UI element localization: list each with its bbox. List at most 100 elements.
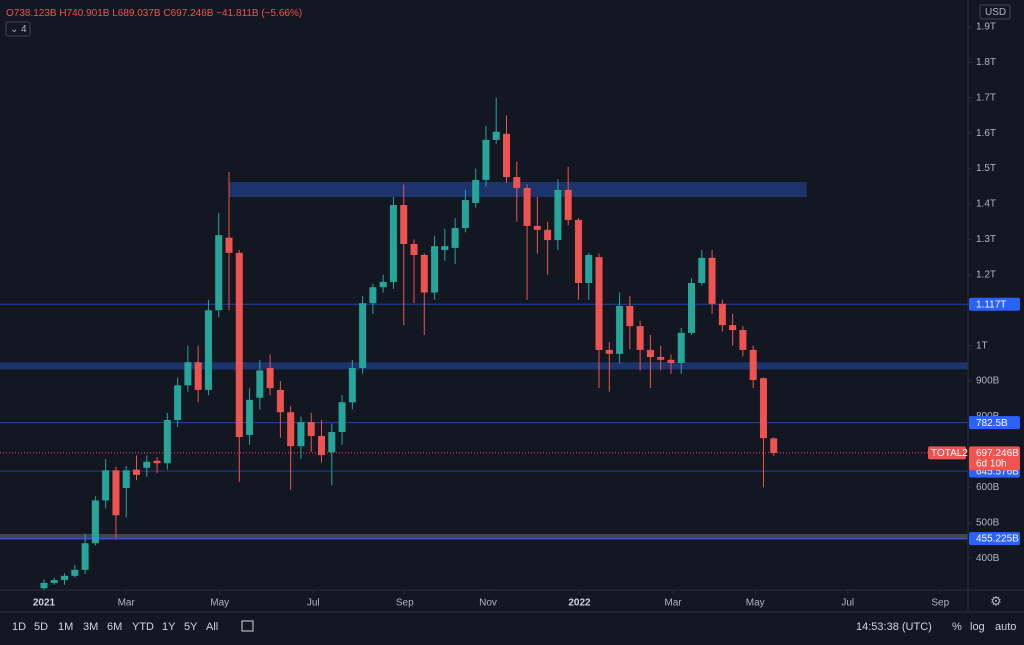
candle-body [389, 205, 397, 282]
toolbar: 1D 5D 1M 3M 6M YTD 1Y 5Y All 14:53:38 (U… [12, 620, 1016, 633]
range-button[interactable]: 1D [12, 621, 26, 633]
candle-body [513, 177, 521, 189]
range-button[interactable]: 1Y [162, 621, 176, 633]
candle-body [657, 356, 665, 360]
level-label: 645.576B [976, 466, 1019, 477]
plot-area [0, 97, 968, 590]
candle-body [667, 359, 675, 363]
range-button[interactable]: 6M [107, 621, 122, 633]
range-button[interactable]: All [206, 621, 218, 633]
candle-body [81, 543, 89, 570]
candle-body [204, 310, 212, 390]
date-range-icon[interactable] [241, 620, 254, 632]
candle-body [574, 219, 582, 283]
candle-body [708, 257, 716, 304]
candle-body [554, 189, 562, 241]
candle-body [616, 305, 624, 354]
candle-body [163, 420, 171, 464]
close: C697.246B [163, 8, 213, 19]
candle-body [174, 385, 182, 421]
candle-body [71, 569, 79, 576]
candle-body [143, 461, 151, 468]
y-tick-label: 1.5T [976, 163, 996, 174]
indicator-count: 4 [21, 24, 27, 35]
candle-body [359, 303, 367, 368]
last-price-label: 697.246B [976, 448, 1019, 459]
level-label: 782.5B [976, 418, 1008, 429]
auto-toggle[interactable]: auto [995, 621, 1016, 633]
x-tick-label: Mar [664, 598, 682, 609]
candle-body [40, 582, 48, 589]
candle-body [307, 422, 315, 436]
change: −41.811B (−5.66%) [216, 8, 302, 19]
x-tick-label: Sep [396, 598, 414, 609]
x-tick-label: Nov [479, 598, 497, 609]
candle-body [544, 229, 552, 241]
y-tick-label: 1.3T [976, 234, 996, 245]
candle-body [533, 225, 541, 230]
candle-body [472, 179, 480, 203]
y-tick-label: 1.4T [976, 199, 996, 210]
indicator-toggle[interactable] [5, 21, 31, 37]
range-button[interactable]: 1M [58, 621, 73, 633]
level-label-box [969, 532, 1020, 546]
percent-toggle[interactable]: % [952, 621, 962, 633]
x-tick-label: 2022 [568, 598, 591, 609]
x-tick-label: Jul [307, 598, 320, 609]
y-tick-label: 1.7T [976, 92, 996, 103]
currency: USD [985, 7, 1006, 18]
range-button[interactable]: YTD [132, 621, 154, 633]
zone [0, 362, 968, 370]
x-tick-label: 2021 [33, 598, 56, 609]
x-tick-label: Sep [931, 598, 949, 609]
candle-body [441, 246, 449, 251]
countdown: 6d 10h [976, 459, 1007, 470]
candle-body [194, 362, 202, 390]
level-label-box [969, 416, 1020, 430]
symbol-label: TOTAL2 [931, 448, 968, 459]
header: O738.123B H740.901B L689.037B C697.246B … [5, 8, 302, 37]
y-tick-label: 900B [976, 376, 1000, 387]
candle-body [626, 305, 634, 327]
candle-body [256, 370, 264, 398]
candle-body [431, 246, 439, 293]
settings-icon[interactable]: ⚙ [990, 593, 1002, 608]
candle-body [461, 200, 469, 229]
range-button[interactable]: 5Y [184, 621, 198, 633]
range-button[interactable]: 5D [34, 621, 48, 633]
candle-body [400, 205, 408, 245]
open: O738.123B [6, 8, 57, 19]
candle-body [739, 330, 747, 350]
candle-body [318, 435, 326, 456]
candle-body [688, 282, 696, 333]
candle-body [646, 349, 654, 357]
y-tick-label: 1T [976, 340, 988, 351]
candle-body [184, 362, 192, 386]
candle-body [718, 303, 726, 326]
candle-body [61, 575, 69, 581]
candle-body [225, 237, 233, 253]
chevron: ⌄ [10, 24, 18, 35]
currency-button[interactable] [979, 4, 1011, 20]
candle-body [595, 257, 603, 350]
candle-body [677, 332, 685, 363]
x-tick-label: May [210, 598, 229, 609]
candle-body [698, 257, 706, 283]
x-tick-label: Mar [118, 598, 136, 609]
log-toggle[interactable]: log [970, 621, 985, 633]
y-tick-label: 1.8T [976, 57, 996, 68]
candle-body [410, 244, 418, 255]
candle-body [420, 254, 428, 293]
candle-body [122, 470, 130, 489]
level-label: 455.225B [976, 534, 1019, 545]
symbol-box [928, 446, 966, 460]
candle-body [348, 367, 356, 403]
candle-body [451, 228, 459, 248]
x-tick-label: Jul [841, 598, 854, 609]
x-tick-label: May [746, 598, 765, 609]
range-button[interactable]: 3M [83, 621, 98, 633]
candle-body [749, 349, 757, 380]
high: H740.901B [59, 8, 109, 19]
